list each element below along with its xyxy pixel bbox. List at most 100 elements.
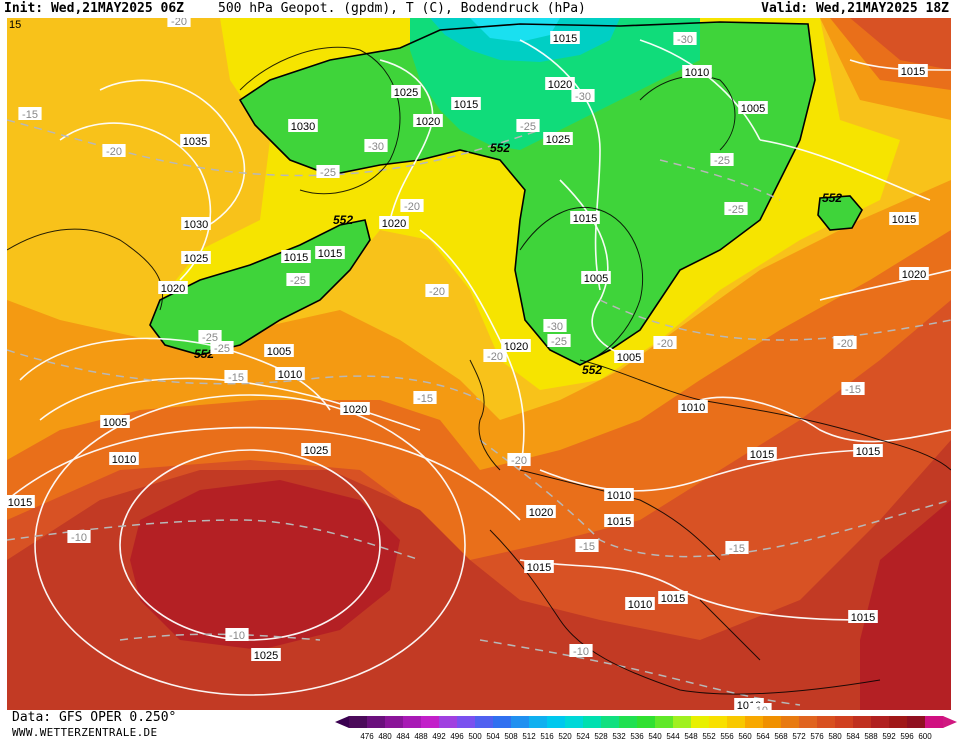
colorbar-segment [421,716,440,728]
temperature-label-text: -30 [368,141,384,153]
pressure-label-box [738,101,768,114]
temperature-label-box [571,89,595,102]
temperature-label-text: -20 [429,286,445,298]
temperature-label: -10 [748,703,772,710]
pressure-label-text: 1010 [681,402,705,414]
pressure-label-text: 1020 [529,507,553,519]
pressure-label: 1025 [543,132,573,146]
temperature-label: -25 [724,202,748,216]
colorbar-segment [673,716,692,728]
pressure-label: 1005 [614,350,644,364]
colorbar-tick-label: 488 [414,732,428,740]
colorbar-right-arrow [943,716,957,728]
temperature-label-text: -25 [214,343,230,355]
colorbar-tick-label: 596 [900,732,914,740]
pressure-label: 1005 [264,344,294,358]
temperature-label: -30 [364,139,388,153]
pressure-label-box [109,452,139,465]
temperature-label: -20 [833,336,857,350]
pressure-label: 1020 [158,281,188,295]
pressure-label: 1015 [7,495,35,509]
temperature-label-box [286,273,310,286]
colorbar-tick-label: 600 [918,732,932,740]
pressure-label-box [413,114,443,127]
pressure-label: 1030 [288,119,318,133]
weather-map: 552 552 552 552 552 1015 1010 1015 1025 1020… [7,18,951,710]
temperature-label-text: -30 [575,91,591,103]
colorbar-left-arrow [335,716,349,728]
pressure-label-text: 1025 [254,650,278,662]
temperature-label-text: -15 [729,543,745,555]
colorbar-legend: 476 480 484 488 492 496 500 504 508 512 516 520 524 5… [335,716,957,740]
temperature-label-text: -15 [228,372,244,384]
temperature-label-box [507,453,531,466]
colorbar-tick-label: 564 [756,732,770,740]
pressure-label: 1020 [340,402,370,416]
colorbar-segment [925,716,944,728]
temperature-label-box [400,199,424,212]
temperature-label-text: -20 [171,18,187,28]
pressure-label-text: 1015 [284,252,308,264]
colorbar-segment [907,716,926,728]
pressure-label-box [614,350,644,363]
pressure-label: 1025 [391,85,421,99]
temperature-label-text: -15 [845,384,861,396]
pressure-label: 1010 [682,65,712,79]
temperature-label-box [413,391,437,404]
colorbar-tick-label: 496 [450,732,464,740]
pressure-label-box [100,415,130,428]
colorbar-segment [439,716,458,728]
temperature-label-box [725,541,749,554]
colorbar-tick-label: 476 [360,732,374,740]
pressure-label-text: 1010 [607,490,631,502]
temperature-label-text: -15 [417,393,433,405]
contour-552 [149,21,863,366]
pressure-label: 1030 [181,217,211,231]
temperature-label-box [102,144,126,157]
pressure-label-text: 1020 [382,218,406,230]
pressure-label-box [526,505,556,518]
temperature-label-text: -25 [320,167,336,179]
pressure-label: 1025 [181,251,211,265]
pressure-label-box [545,77,575,90]
geopotential-field [7,18,951,710]
pressure-label-box [181,251,211,264]
colorbar-tick-label: 484 [396,732,410,740]
data-source: Data: GFS OPER 0.250° [12,710,177,725]
temperature-label: -25 [286,273,310,287]
colorbar-segment [727,716,746,728]
colorbar-segment [745,716,764,728]
pressure-label-box [181,217,211,230]
pressure-label-box [7,495,35,508]
pressure-label-text: 1025 [546,134,570,146]
temperature-label-text: -20 [511,455,527,467]
pressure-label-box [899,267,929,280]
temperature-label-box [224,370,248,383]
pressure-label: 1015 [570,211,600,225]
temperature-label: -10 [67,530,91,544]
pressure-label: 1020 [413,114,443,128]
colorbar-tick-label: 508 [504,732,518,740]
temperature-label-text: -30 [677,34,693,46]
pressure-label-box [301,443,331,456]
colorbar-segment [529,716,548,728]
pressure-label-box [391,85,421,98]
temperature-label-box [67,530,91,543]
temperature-label-text: -25 [290,275,306,287]
pressure-label-text: 1015 [892,214,916,226]
temperature-label-text: -30 [547,321,563,333]
temperature-label-box [516,119,540,132]
pressure-label-text: 1015 [851,612,875,624]
pressure-label: 1015 [524,560,554,574]
colorbar-segment [547,716,566,728]
temperature-label-box [575,539,599,552]
colorbar-segment [655,716,674,728]
pressure-label-text: 1030 [291,121,315,133]
pressure-label: 1015 [853,444,883,458]
coastlines [7,46,951,695]
colorbar-tick-label: 592 [882,732,896,740]
map-footer: Data: GFS OPER 0.250° WWW.WETTERZENTRALE… [0,710,959,741]
temperature-label-box [569,644,593,657]
contour-label: 552 [194,347,214,361]
pressure-label: 1010 [275,367,305,381]
